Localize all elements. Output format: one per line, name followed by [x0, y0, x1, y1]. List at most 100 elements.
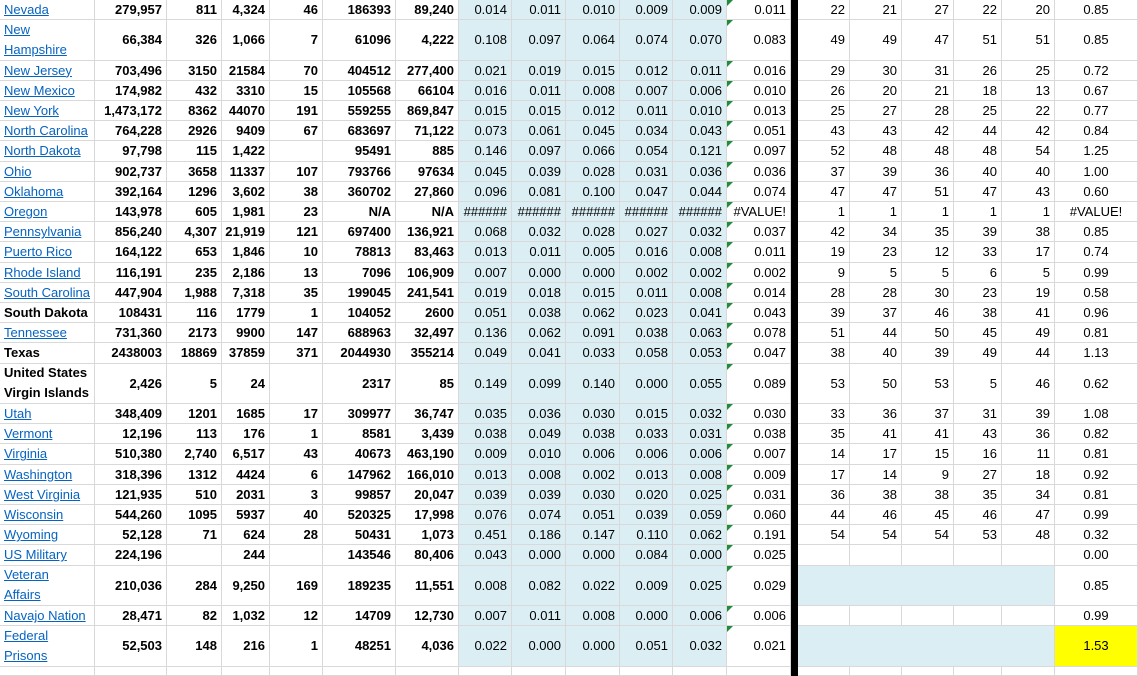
cell: 36 [1002, 424, 1055, 445]
cell-text: 14709 [354, 608, 391, 624]
cell: 0.047 [727, 343, 791, 364]
cell: 0.043 [459, 545, 512, 566]
cell: 45 [902, 505, 954, 526]
cell: 40 [270, 505, 323, 526]
cell: 35 [902, 222, 954, 243]
cell-text: New Hampshire [4, 21, 67, 57]
cell: 15 [902, 444, 954, 465]
row-name: Veteran Affairs [0, 565, 95, 606]
cell: 28 [270, 525, 323, 546]
cell-text: 39 [882, 163, 897, 179]
cell [902, 606, 954, 627]
row-name: Tennessee [0, 323, 95, 344]
cell-text: 0.039 [528, 163, 561, 179]
cell-text: 19 [1035, 284, 1050, 300]
cell-text: 0.028 [582, 163, 615, 179]
cell-text: 8362 [188, 103, 217, 119]
cell: 0.096 [459, 181, 512, 202]
cell: 15 [270, 80, 323, 101]
cell: 1 [850, 202, 902, 223]
cell-text: 326 [195, 32, 217, 48]
cell: 28 [850, 282, 902, 303]
cell-text: Wyoming [4, 527, 59, 543]
cell: 0.96 [1055, 303, 1138, 324]
cell-text: 12,730 [414, 608, 454, 624]
cell: 9 [902, 464, 954, 485]
cell: 8581 [323, 424, 396, 445]
cell-text: 463,190 [407, 446, 454, 462]
cell-text: 1,032 [232, 608, 265, 624]
cell-text: 3310 [236, 82, 265, 98]
cell-text: 23 [882, 244, 897, 260]
cell-text: 0.097 [753, 143, 786, 159]
cell: 38 [270, 181, 323, 202]
cell-text: 44070 [228, 103, 265, 119]
cell: 0.033 [620, 424, 673, 445]
cell: 14 [850, 464, 902, 485]
cell-text: 0.066 [582, 143, 615, 159]
cell: 39 [902, 343, 954, 364]
cell [270, 666, 323, 676]
cell: 0.121 [673, 141, 727, 162]
cell-text: 44 [1035, 345, 1050, 361]
cell-text: 40 [1035, 163, 1050, 179]
cell-text: 0.009 [635, 2, 668, 18]
cell-text: 4,324 [232, 2, 265, 18]
cell-text: 0.82 [1083, 426, 1109, 442]
cell-text: 1 [989, 204, 997, 220]
cell: 0.010 [512, 444, 566, 465]
cell: 0.068 [459, 222, 512, 243]
cell-text: 0.031 [753, 486, 786, 502]
cell-text: 653 [195, 244, 217, 260]
cell-text: 2438003 [111, 345, 162, 361]
cell-text: 0.022 [582, 577, 615, 593]
cell-text: West Virginia [4, 486, 81, 502]
cell: 104052 [323, 303, 396, 324]
cell: 0.006 [673, 606, 727, 627]
cell-text: 0.051 [474, 305, 507, 321]
cell-text: 14 [882, 466, 897, 482]
cell: 605 [167, 202, 222, 223]
cell: 1296 [167, 181, 222, 202]
cell: 0.074 [512, 505, 566, 526]
cell-text: 41 [934, 426, 949, 442]
cell-text: 71 [202, 527, 217, 543]
cell: 0.005 [566, 242, 620, 263]
cell: 0.016 [620, 242, 673, 263]
cell: 0.038 [620, 323, 673, 344]
cell: 31 [954, 404, 1002, 425]
cell: 0.053 [673, 343, 727, 364]
cell-text: 0.032 [528, 224, 561, 240]
cell: 1685 [222, 404, 270, 425]
cell: 14709 [323, 606, 396, 627]
cell: 0.011 [512, 606, 566, 627]
cell-text: 0.041 [689, 305, 722, 321]
cell-text: 0.011 [636, 103, 668, 119]
cell: 318,396 [95, 464, 167, 485]
cell: 520325 [323, 505, 396, 526]
cell: 447,904 [95, 282, 167, 303]
cell: 89,240 [396, 0, 459, 21]
cell-text: 48 [934, 143, 949, 159]
cell-text: 36 [882, 406, 897, 422]
cell: 1.13 [1055, 343, 1138, 364]
cell-text: 0.029 [753, 577, 786, 593]
cell: 0.031 [727, 484, 791, 505]
cell-text: 244 [243, 547, 265, 563]
cell-text: 0.110 [636, 527, 668, 543]
cell: 0.74 [1055, 242, 1138, 263]
cell: N/A [396, 202, 459, 223]
cell: 37 [850, 303, 902, 324]
cell: 105568 [323, 80, 396, 101]
cell: 11 [1002, 444, 1055, 465]
cell: 0.012 [620, 60, 673, 81]
cell-text: 89,240 [414, 2, 454, 18]
cell: 44 [798, 505, 850, 526]
cell-text: 35 [982, 486, 997, 502]
cell-text: 113 [196, 426, 217, 442]
cell-text: 0.036 [753, 163, 786, 179]
cell-text: 49 [882, 32, 897, 48]
cell-text: 0.038 [753, 426, 786, 442]
cell-text: 0.81 [1083, 325, 1109, 341]
cell-text: 82 [202, 608, 217, 624]
